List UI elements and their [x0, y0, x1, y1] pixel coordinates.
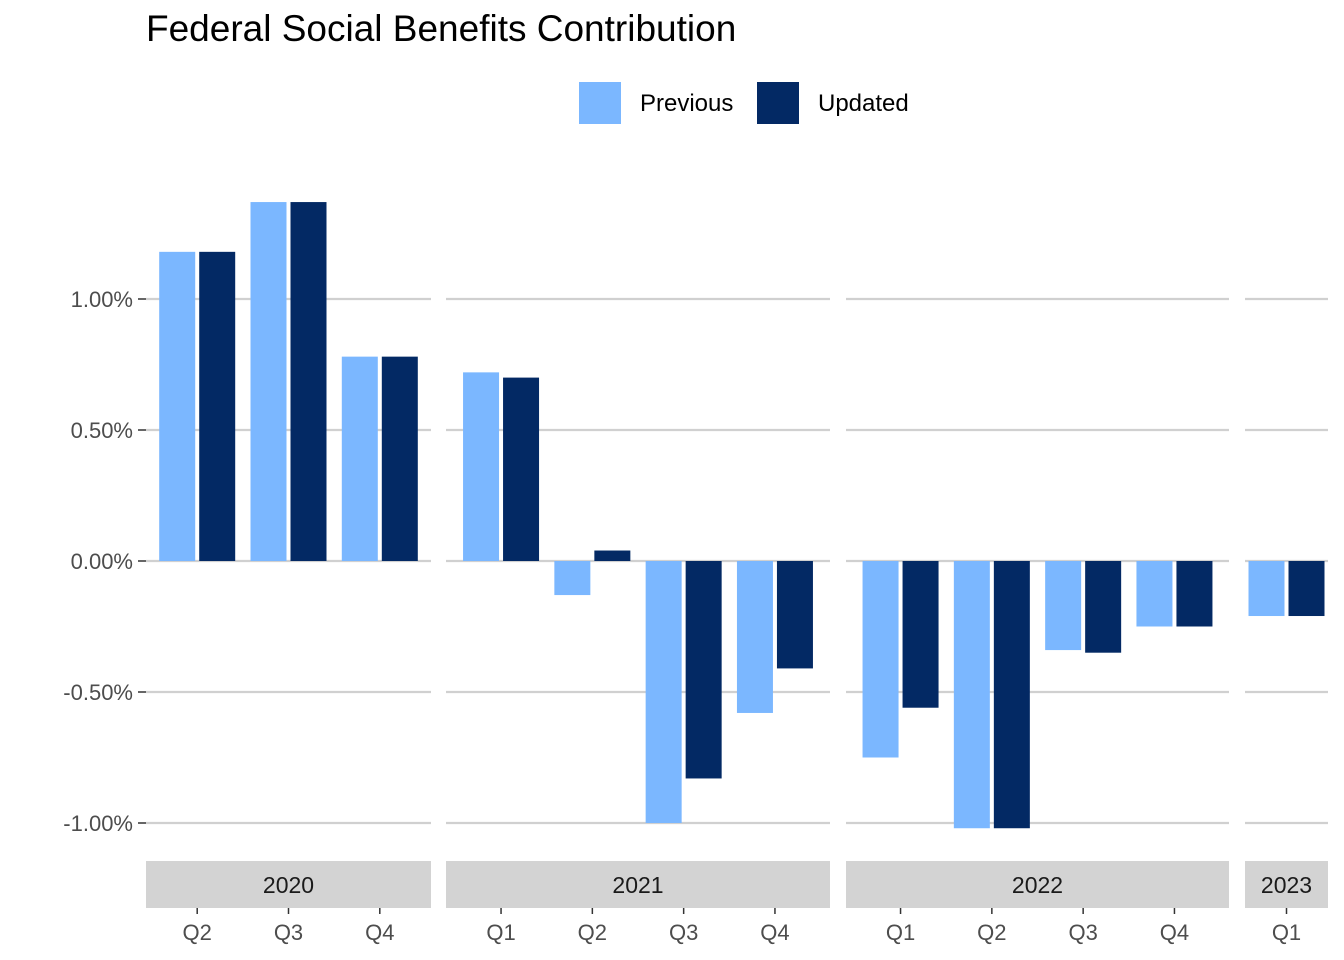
bar-updated [503, 377, 540, 561]
y-tick-label: -1.00% [63, 811, 133, 836]
bar-previous [953, 561, 990, 829]
bar-updated [1288, 561, 1325, 617]
legend-label-updated: Updated [818, 90, 909, 117]
facet-strip [146, 861, 431, 908]
bar-previous [341, 356, 378, 561]
legend-label-previous: Previous [640, 90, 734, 117]
bar-previous [1136, 561, 1173, 627]
bar-updated [290, 202, 327, 561]
bar-previous [736, 561, 773, 713]
x-tick-label: Q2 [578, 920, 607, 945]
x-tick-label: Q3 [274, 920, 303, 945]
bar-updated [776, 561, 813, 669]
bar-updated [381, 356, 418, 561]
bar-updated [685, 561, 722, 779]
y-tick-label: 0.00% [71, 549, 133, 574]
bar-updated [902, 561, 939, 708]
bar-previous [159, 251, 196, 561]
bar-updated [199, 251, 236, 561]
bar-previous [554, 561, 591, 596]
facet-strip [846, 861, 1229, 908]
legend-key-previous [579, 82, 621, 124]
chart-title: Federal Social Benefits Contribution [146, 8, 737, 49]
x-tick-label: Q4 [760, 920, 789, 945]
x-tick-label: Q2 [977, 920, 1006, 945]
x-tick-label: Q3 [669, 920, 698, 945]
bar-previous [250, 202, 287, 561]
bar-updated [993, 561, 1030, 829]
facet-strip-label: 2022 [1012, 872, 1063, 898]
bar-updated [1085, 561, 1122, 653]
x-tick-label: Q1 [486, 920, 515, 945]
x-tick-label: Q4 [365, 920, 394, 945]
y-tick-label: 1.00% [71, 287, 133, 312]
x-tick-label: Q1 [886, 920, 915, 945]
facet-strip [446, 861, 830, 908]
bar-previous [1045, 561, 1082, 651]
y-tick-label: 0.50% [71, 418, 133, 443]
x-tick-label: Q2 [183, 920, 212, 945]
bar-previous [463, 372, 500, 561]
x-tick-label: Q4 [1160, 920, 1189, 945]
facet-strip-label: 2020 [263, 872, 314, 898]
bar-previous [1248, 561, 1285, 617]
legend-key-updated [757, 82, 799, 124]
y-tick-label: -0.50% [63, 680, 133, 705]
legend: Previous Updated [0, 82, 1344, 126]
bar-updated [594, 550, 631, 561]
bar-updated [1176, 561, 1213, 627]
facet-strip-label: 2023 [1261, 872, 1312, 898]
x-tick-label: Q3 [1068, 920, 1097, 945]
bar-previous [645, 561, 682, 823]
bar-previous [862, 561, 899, 758]
facet-strip [1245, 861, 1328, 908]
facet-strip-label: 2021 [612, 872, 663, 898]
x-tick-label: Q1 [1272, 920, 1301, 945]
